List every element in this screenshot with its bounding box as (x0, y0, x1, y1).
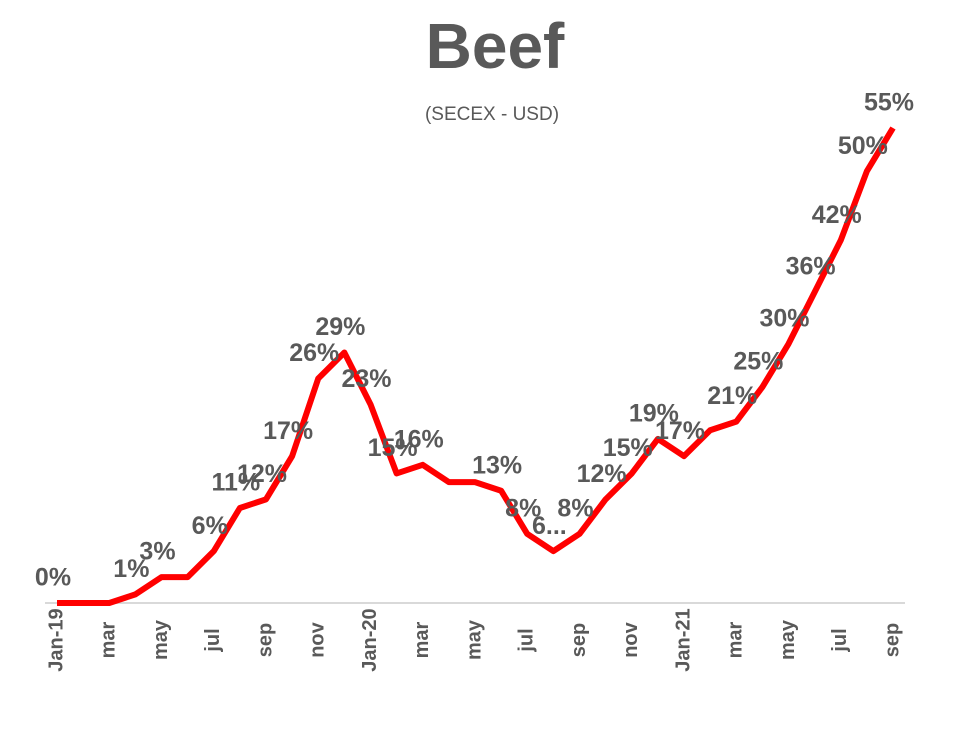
data-label: 6% (192, 512, 228, 540)
data-label: 16% (394, 425, 444, 453)
data-label: 15% (368, 434, 418, 462)
data-label: 26% (289, 339, 339, 367)
data-label: 17% (655, 417, 705, 445)
x-tick-label: mar (725, 621, 747, 658)
x-tick-label: Jan-21 (672, 608, 694, 671)
data-label: 36% (786, 253, 836, 281)
chart-subtitle: (SECEX - USD) (425, 104, 559, 125)
x-tick-label: Jan-20 (359, 608, 381, 671)
data-label: 13% (472, 451, 522, 479)
data-label: 1% (113, 555, 149, 583)
data-label: 21% (707, 382, 757, 410)
data-label: 23% (341, 365, 391, 393)
data-label: 3% (139, 538, 175, 566)
x-tick-label: Jan-19 (45, 608, 67, 671)
data-label: 42% (812, 201, 862, 229)
data-label: 8% (505, 495, 541, 523)
x-tick-label: jul (829, 628, 851, 652)
data-label: 55% (864, 89, 914, 117)
data-line (57, 126, 896, 606)
data-label: 12% (577, 460, 627, 488)
data-label: 25% (733, 348, 783, 376)
data-label: 30% (759, 305, 809, 333)
data-label: 29% (315, 313, 365, 341)
x-tick-label: may (150, 619, 172, 660)
data-label: 6... (532, 512, 567, 540)
data-label: 50% (838, 132, 888, 160)
x-tick-label: jul (516, 628, 538, 652)
data-label: 11% (212, 469, 261, 497)
x-tick-label: sep (881, 623, 903, 657)
data-label: 8% (557, 495, 593, 523)
x-tick-label: may (777, 619, 799, 660)
x-tick-label: sep (254, 623, 276, 657)
x-tick-label: nov (307, 621, 329, 657)
data-label: 12% (237, 460, 287, 488)
chart-title: Beef (426, 10, 565, 82)
data-label: 15% (603, 434, 653, 462)
x-tick-label: jul (202, 628, 224, 652)
x-tick-label: mar (98, 621, 120, 658)
data-label: 0% (35, 564, 71, 592)
x-tick-label: nov (620, 621, 642, 657)
data-label: 19% (629, 400, 679, 428)
x-tick-label: may (463, 619, 485, 660)
x-tick-label: mar (411, 621, 433, 658)
x-tick-label: sep (568, 623, 590, 657)
data-label: 17% (263, 417, 313, 445)
